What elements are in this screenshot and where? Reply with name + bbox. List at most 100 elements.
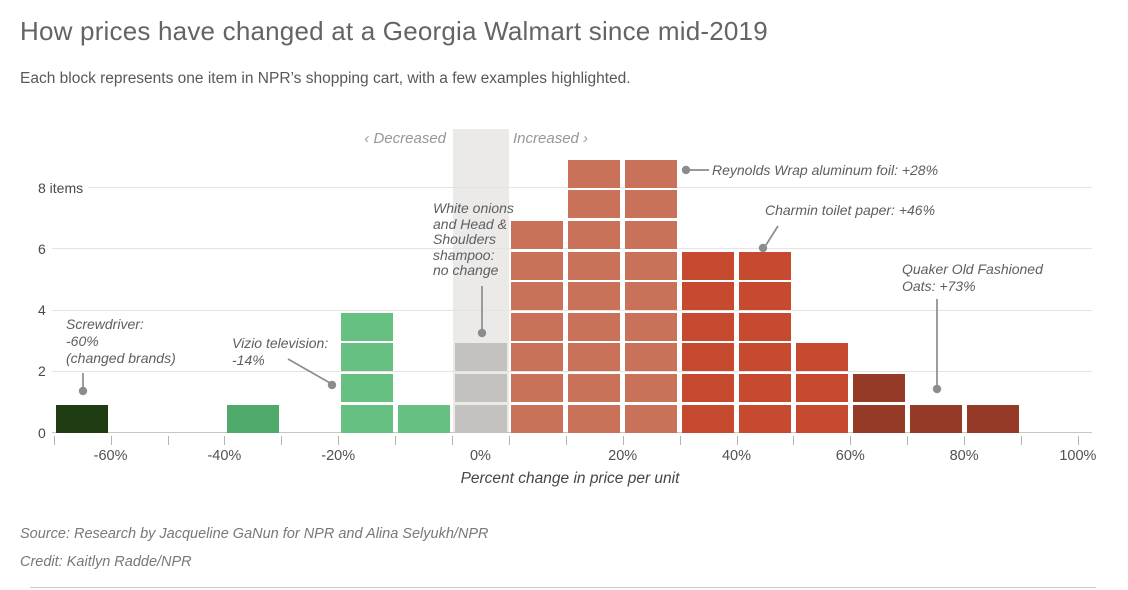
chart-subtitle: Each block represents one item in NPR’s … bbox=[20, 70, 631, 87]
x-tick-label--20: -20% bbox=[321, 448, 356, 464]
item-block bbox=[340, 373, 393, 402]
annotation-quaker-oats: Quaker Old Fashioned Oats: +73% bbox=[902, 261, 1043, 294]
item-block bbox=[454, 343, 507, 372]
item-block bbox=[226, 404, 279, 433]
item-block bbox=[625, 159, 678, 188]
item-block bbox=[682, 343, 735, 372]
item-block bbox=[397, 404, 450, 433]
x-axis-tick bbox=[565, 436, 567, 445]
x-tick-label-20: 20% bbox=[608, 448, 638, 464]
item-block bbox=[795, 343, 848, 372]
x-axis-tick bbox=[793, 436, 795, 445]
item-block bbox=[511, 373, 564, 402]
item-block bbox=[568, 404, 621, 433]
item-block bbox=[739, 312, 791, 341]
item-block bbox=[625, 373, 678, 402]
item-block bbox=[511, 282, 564, 311]
item-block bbox=[340, 404, 393, 433]
annotation-screwdriver: Screwdriver: -60% (changed brands) bbox=[66, 316, 176, 366]
credit-line: Credit: Kaitlyn Radde/NPR bbox=[20, 554, 192, 570]
item-block bbox=[340, 343, 393, 372]
item-block bbox=[568, 190, 621, 219]
item-block bbox=[795, 404, 848, 433]
item-block bbox=[625, 312, 678, 341]
item-block bbox=[682, 373, 735, 402]
item-block bbox=[852, 373, 905, 402]
item-block bbox=[682, 404, 735, 433]
bottom-divider bbox=[30, 587, 1096, 588]
item-block bbox=[795, 373, 848, 402]
x-tick-label-100: 100% bbox=[1059, 448, 1097, 464]
annotation-charmin: Charmin toilet paper: +46% bbox=[765, 202, 936, 218]
item-block bbox=[511, 343, 564, 372]
annotation-white-onions-shampoo: White onions and Head & Shoulders shampo… bbox=[433, 200, 514, 279]
gridline-y8 bbox=[88, 187, 1092, 189]
y-tick-label-2: 2 bbox=[38, 363, 46, 380]
x-axis-tick bbox=[224, 436, 226, 445]
x-axis-tick bbox=[1077, 436, 1079, 445]
x-axis-tick bbox=[53, 436, 55, 445]
annotation-reynolds-wrap: Reynolds Wrap aluminum foil: +28% bbox=[712, 162, 939, 178]
x-axis-tick bbox=[281, 436, 283, 445]
item-block bbox=[739, 282, 791, 311]
item-block bbox=[568, 159, 621, 188]
source-credit-line: Source: Research by Jacqueline GaNun for… bbox=[20, 526, 489, 542]
x-axis-title: Percent change in price per unit bbox=[460, 470, 680, 487]
x-axis-tick bbox=[679, 436, 681, 445]
item-block bbox=[56, 404, 109, 433]
x-axis-tick bbox=[964, 436, 966, 445]
x-tick-label--40: -40% bbox=[207, 448, 242, 464]
page-title: How prices have changed at a Georgia Wal… bbox=[20, 16, 768, 46]
x-axis-line bbox=[52, 432, 1092, 433]
item-block bbox=[909, 404, 962, 433]
x-axis-tick bbox=[622, 436, 624, 445]
x-axis-tick bbox=[1021, 436, 1022, 445]
item-block bbox=[625, 404, 678, 433]
item-block bbox=[568, 282, 621, 311]
x-axis-tick bbox=[452, 436, 453, 445]
gridline-y2 bbox=[52, 370, 1092, 372]
x-tick-label-0: 0% bbox=[469, 448, 491, 464]
item-block bbox=[739, 251, 791, 280]
x-axis-tick bbox=[395, 436, 397, 445]
item-block bbox=[568, 312, 621, 341]
item-block bbox=[625, 220, 678, 249]
item-block bbox=[625, 282, 678, 311]
x-tick-label-60: 60% bbox=[835, 448, 865, 464]
item-block bbox=[511, 404, 564, 433]
item-block bbox=[340, 312, 393, 341]
item-block bbox=[625, 343, 678, 372]
item-block bbox=[739, 343, 791, 372]
x-axis-tick bbox=[338, 436, 340, 445]
item-block bbox=[739, 404, 791, 433]
item-block bbox=[625, 251, 678, 280]
y-tick-label-0: 0 bbox=[38, 424, 46, 441]
item-block bbox=[682, 282, 735, 311]
item-block bbox=[625, 190, 678, 219]
item-block bbox=[682, 251, 735, 280]
item-block bbox=[682, 312, 735, 341]
item-block bbox=[568, 343, 621, 372]
x-axis-tick bbox=[850, 436, 852, 445]
item-block bbox=[568, 251, 621, 280]
x-tick-label--60: -60% bbox=[93, 448, 128, 464]
item-block bbox=[511, 220, 564, 249]
x-axis-tick bbox=[167, 436, 169, 445]
gridline-y4 bbox=[52, 309, 1092, 311]
x-tick-label-80: 80% bbox=[949, 448, 979, 464]
x-axis-tick bbox=[736, 436, 738, 445]
item-block bbox=[568, 220, 621, 249]
y-tick-label-8: 8 items bbox=[38, 179, 84, 196]
x-axis-tick bbox=[508, 436, 510, 445]
annotation-vizio-television: Vizio television: -14% bbox=[232, 335, 329, 368]
item-block bbox=[454, 404, 507, 433]
x-axis-tick bbox=[110, 436, 112, 445]
y-tick-label-6: 6 bbox=[38, 240, 46, 257]
item-block bbox=[966, 404, 1019, 433]
item-block bbox=[739, 373, 791, 402]
increased-direction-label: Increased › bbox=[513, 130, 589, 147]
gridline-y6 bbox=[52, 248, 1092, 250]
item-block bbox=[568, 373, 621, 402]
